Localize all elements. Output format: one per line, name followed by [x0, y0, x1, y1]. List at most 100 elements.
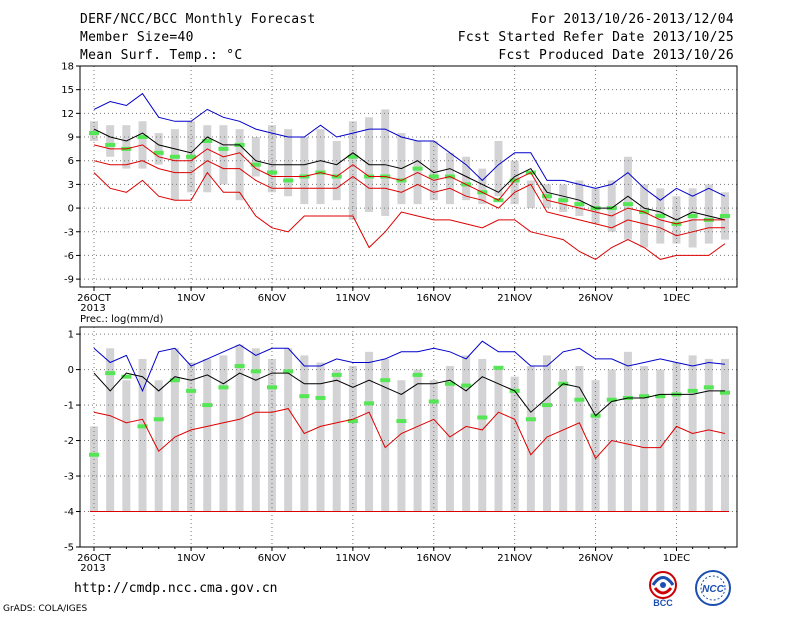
temp-spread-box — [332, 140, 341, 201]
prec-obs-mark — [606, 397, 617, 402]
prec-obs-mark — [655, 394, 666, 399]
temp-spread-box — [526, 180, 535, 209]
prec-obs-mark — [639, 394, 650, 399]
temp-obs-mark — [622, 202, 633, 207]
prec-spread-box — [90, 426, 98, 512]
prec-obs-mark — [105, 371, 116, 376]
prec-obs-mark — [266, 385, 277, 390]
temp-y-tick-label: 3 — [68, 180, 74, 191]
prec-spread-box — [203, 358, 212, 512]
source-url[interactable]: http://cmdp.ncc.cma.gov.cn — [74, 581, 278, 596]
prec-spread-box — [316, 362, 325, 512]
prec-upper-line — [93, 340, 726, 393]
temp-y-tick-label: 9 — [68, 133, 74, 144]
temp-obs-mark — [687, 213, 698, 218]
member-size-label: Member Size=40 — [80, 30, 194, 45]
temp-x-tick-label: 1NOV — [177, 293, 206, 304]
prec-y-tick-label: -2 — [64, 436, 74, 447]
temp-spread-box — [575, 180, 584, 216]
prec-mean-line — [93, 372, 725, 417]
temp-obs-mark — [283, 178, 294, 183]
temp-obs-mark — [558, 198, 569, 203]
prec-x-tick-label: 6NOV — [258, 553, 287, 564]
prec-spread-box — [170, 348, 179, 512]
prec-spread-box — [413, 369, 422, 512]
prec-obs-mark — [542, 403, 553, 408]
prec-obs-mark — [477, 415, 488, 420]
prec-spread-box — [704, 358, 713, 512]
prec-x-tick-label: 26OCT — [77, 553, 112, 564]
temp-y-tick-label: -9 — [64, 275, 74, 286]
prec-obs-mark — [169, 378, 180, 383]
prec-spread-box — [154, 380, 163, 512]
prec-spread-box — [510, 376, 519, 512]
temp-spread-box — [203, 125, 212, 193]
temp-obs-mark — [428, 174, 439, 179]
prec-spread-box — [478, 358, 487, 512]
prec-obs-mark — [364, 401, 375, 406]
prec-obs-mark — [283, 369, 294, 374]
prec-obs-mark — [720, 390, 730, 395]
prec-obs-mark — [444, 381, 455, 386]
prec-spread-box — [235, 344, 244, 512]
prec-obs-mark — [89, 452, 99, 457]
temp-obs-mark — [266, 170, 277, 175]
temp-spread-box — [494, 140, 503, 197]
temp-obs-mark — [412, 166, 423, 171]
temp-spread-box — [300, 137, 309, 205]
started-refer-date: Fcst Started Refer Date 2013/10/25 — [457, 30, 734, 45]
prec-spread-box — [591, 380, 600, 512]
variable-label: Mean Surf. Temp.: °C — [80, 48, 243, 63]
prec-x-tick-label: 11NOV — [335, 553, 370, 564]
temp-y-tick-label: 18 — [61, 62, 74, 73]
prec-x-tick-label: 1NOV — [177, 553, 206, 564]
temp-y-tick-label: 15 — [61, 85, 74, 96]
temp-y-tick-label: -3 — [64, 227, 74, 238]
prec-spread-box — [138, 358, 147, 512]
temp-x-tick-label: 11NOV — [335, 293, 370, 304]
prec-spread-box — [575, 366, 584, 512]
temp-spread-box — [478, 168, 487, 205]
temp-y-tick-label: 0 — [68, 204, 74, 215]
temp-spread-box — [251, 137, 260, 177]
temp-y-tick-label: 6 — [68, 156, 74, 167]
temp-obs-mark — [137, 135, 148, 140]
prec-obs-mark — [380, 378, 391, 383]
prec-spread-box — [365, 351, 374, 512]
grads-credit: GrADS: COLA/IGES — [3, 604, 88, 614]
temp-obs-mark — [218, 146, 229, 151]
prec-obs-mark — [234, 364, 245, 369]
bcc-logo: BCC — [649, 571, 677, 608]
temp-obs-mark — [153, 150, 164, 155]
prec-spread-box — [462, 355, 471, 512]
prec-obs-mark — [493, 365, 504, 370]
temp-spread-box — [704, 184, 713, 244]
prec-obs-mark — [121, 374, 132, 379]
prec-spread-box — [672, 362, 681, 512]
prec-spread-box — [219, 355, 228, 512]
temp-x-tick-label: 6NOV — [258, 293, 287, 304]
prec-spread-box — [640, 366, 649, 512]
prec-x-tick-label: 26NOV — [578, 553, 613, 564]
prec-x-tick-label: 21NOV — [497, 553, 532, 564]
temp-obs-mark — [574, 202, 585, 207]
forecast-title: DERF/NCC/BCC Monthly Forecast — [80, 12, 316, 27]
prec-obs-mark — [186, 388, 197, 393]
prec-frame — [79, 326, 738, 548]
temp-obs-mark — [347, 154, 358, 159]
temp-spread-box — [235, 129, 244, 201]
prec-spread-box — [381, 358, 390, 512]
prec-y-tick-label: -1 — [64, 401, 74, 412]
temp-obs-mark — [720, 213, 730, 218]
prec-spread-box — [397, 380, 406, 512]
prec-y-tick-label: -3 — [64, 472, 74, 483]
prec-spread-box — [445, 366, 454, 512]
prec-obs-mark — [412, 372, 423, 377]
temp-spread-box — [106, 125, 115, 157]
bcc-logo-text: BCC — [653, 598, 673, 608]
prec-spread-box — [251, 348, 260, 512]
temp-x-tick-label: 1DEC — [663, 293, 690, 304]
